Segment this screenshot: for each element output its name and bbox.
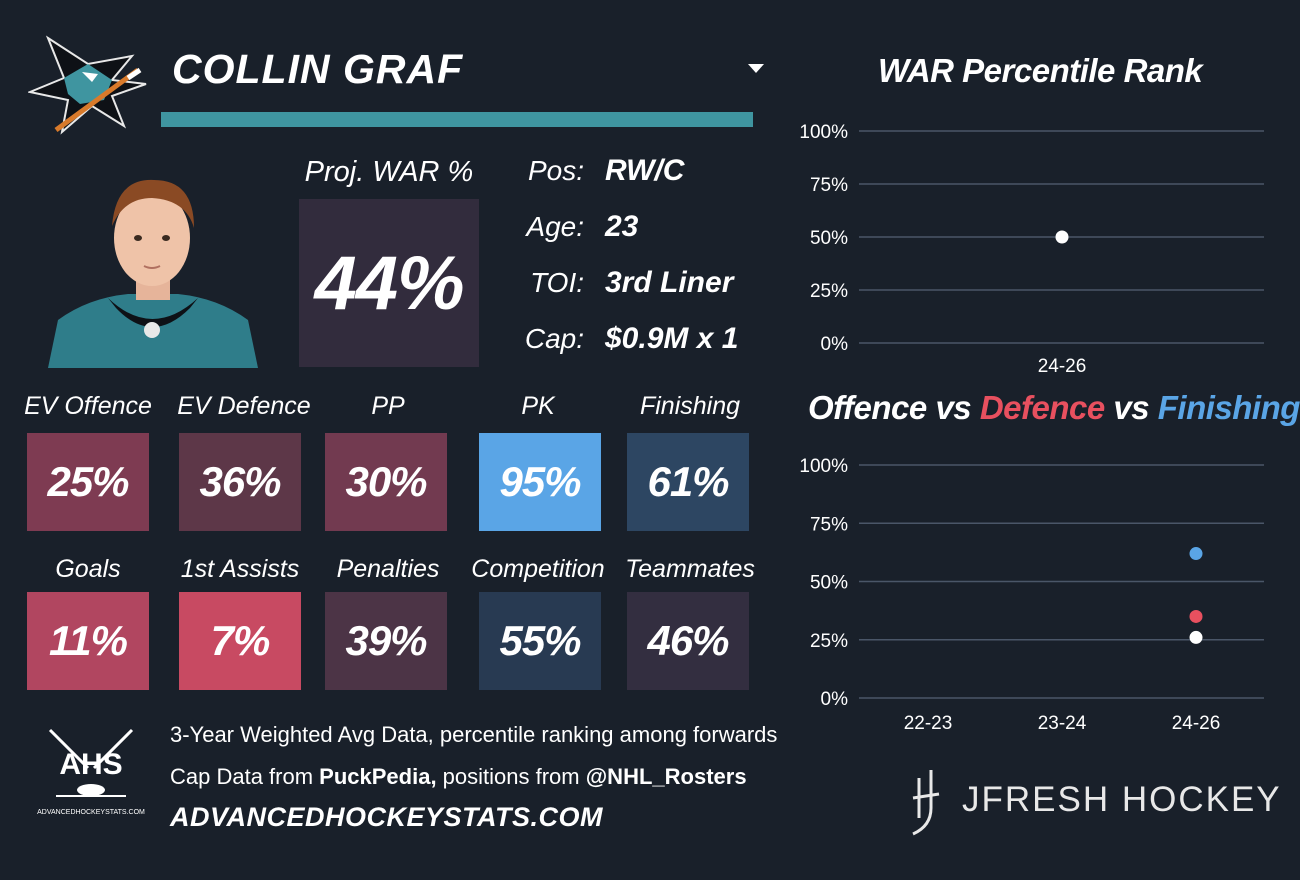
y-tick-label: 75% — [810, 514, 848, 535]
stat-pp-tile: 30% — [325, 433, 447, 531]
chart2-title-vs-1: vs — [926, 389, 980, 426]
stat-teammates-tile: 46% — [627, 592, 749, 690]
stat-penalties-tile: 39% — [325, 592, 447, 690]
chart2-title: Offence vs Defence vs Finishing — [808, 389, 1300, 427]
footer-puckpedia: PuckPedia, — [319, 764, 437, 789]
data-point-offence — [1189, 630, 1203, 644]
chart2-title-finishing: Finishing — [1157, 389, 1300, 426]
name-underline-bar — [161, 112, 753, 127]
y-tick-label: 100% — [799, 456, 848, 477]
stat-competition-tile: 55% — [479, 592, 601, 690]
info-age-value: 23 — [605, 210, 639, 243]
stat-1st-assists-tile: 7% — [179, 592, 301, 690]
jfresh-brand: JFRESH HOCKEY — [962, 780, 1282, 819]
stat-penalties-value: 39% — [345, 617, 427, 664]
stat-ev-offence-value: 25% — [47, 458, 129, 505]
ahs-logo: AHS ADVANCEDHOCKEYSTATS.COM — [37, 728, 145, 816]
ahs-logo-small-text: ADVANCEDHOCKEYSTATS.COM — [37, 809, 145, 816]
footer-sources: Cap Data from PuckPedia, positions from … — [170, 764, 747, 790]
footer-nhl-rosters: @NHL_Rosters — [585, 764, 747, 789]
x-tick-label: 23-24 — [1038, 713, 1087, 734]
data-point-defence — [1189, 609, 1203, 623]
x-tick-label: 22-23 — [904, 713, 953, 734]
stat-ev-defence-label: EV Defence — [177, 392, 311, 420]
footer-sources-mid: positions from — [436, 764, 586, 789]
stat-pp-label: PP — [371, 392, 405, 420]
player-name: COLLIN GRAF — [172, 46, 464, 92]
info-cap-label: Cap: — [524, 323, 584, 354]
stat-finishing-tile: 61% — [627, 433, 749, 531]
info-toi-label: TOI: — [530, 267, 584, 298]
y-tick-label: 25% — [810, 281, 848, 302]
data-point — [1055, 230, 1069, 244]
y-tick-label: 100% — [799, 122, 848, 143]
x-tick-label: 24-26 — [1172, 713, 1221, 734]
stat-ev-defence-tile: 36% — [179, 433, 301, 531]
stat-teammates-value: 46% — [647, 617, 729, 664]
stat-ev-offence-label: EV Offence — [24, 392, 152, 420]
jfresh-logo-icon — [912, 770, 940, 836]
stat-pk-tile: 95% — [479, 433, 601, 531]
stat-pp-value: 30% — [345, 458, 427, 505]
y-tick-label: 50% — [810, 573, 848, 594]
info-pos-label: Pos: — [527, 155, 584, 186]
proj-war-tile: 44% — [299, 199, 479, 367]
stat-1st-assists-label: 1st Assists — [180, 555, 300, 583]
stat-ev-defence-value: 36% — [199, 458, 281, 505]
y-tick-label: 25% — [810, 631, 848, 652]
proj-war-value: 44% — [314, 240, 464, 326]
stat-competition-value: 55% — [499, 617, 581, 664]
info-toi-value: 3rd Liner — [605, 266, 734, 299]
stat-finishing-value: 61% — [647, 458, 729, 505]
player-headshot — [48, 170, 258, 368]
chart2-title-vs-2: vs — [1104, 389, 1158, 426]
stat-pk-label: PK — [521, 392, 555, 420]
stat-goals-value: 11% — [49, 617, 128, 664]
info-pos-value: RW/C — [605, 154, 685, 187]
info-cap-value: $0.9M x 1 — [605, 322, 739, 355]
stat-pk-value: 95% — [499, 458, 581, 505]
chart2-title-offence: Offence — [808, 389, 927, 426]
y-tick-label: 75% — [810, 175, 848, 196]
offence-defence-finishing-chart: 100% 75% 50% 25% 0% 22-23 23-24 24-26 — [799, 456, 1264, 734]
chart2-title-defence: Defence — [979, 389, 1105, 426]
ahs-logo-text: AHS — [59, 748, 122, 781]
y-tick-label: 50% — [810, 228, 848, 249]
chart1-title: WAR Percentile Rank — [878, 52, 1203, 89]
stat-goals-label: Goals — [55, 555, 121, 583]
war-percentile-chart: 100% 75% 50% 25% 0% 24-26 — [799, 122, 1264, 377]
y-tick-label: 0% — [821, 334, 849, 355]
sharks-logo — [28, 35, 147, 135]
stat-teammates-label: Teammates — [625, 555, 755, 583]
stat-1st-assists-value: 7% — [210, 617, 271, 664]
y-tick-label: 0% — [821, 689, 849, 710]
stat-finishing-label: Finishing — [639, 392, 741, 420]
site-url: ADVANCEDHOCKEYSTATS.COM — [170, 802, 604, 832]
footer-methodology: 3-Year Weighted Avg Data, percentile ran… — [170, 722, 778, 747]
proj-war-label: Proj. WAR % — [304, 156, 474, 188]
info-age-label: Age: — [526, 211, 584, 242]
stat-ev-offence-tile: 25% — [27, 433, 149, 531]
stat-competition-label: Competition — [471, 555, 605, 583]
stat-goals-tile: 11% — [27, 592, 149, 690]
footer-sources-pre: Cap Data from — [170, 764, 320, 789]
data-point-finishing — [1189, 547, 1203, 561]
stat-penalties-label: Penalties — [336, 555, 440, 583]
x-tick-label: 24-26 — [1038, 356, 1087, 377]
chevron-down-icon[interactable] — [748, 64, 764, 73]
